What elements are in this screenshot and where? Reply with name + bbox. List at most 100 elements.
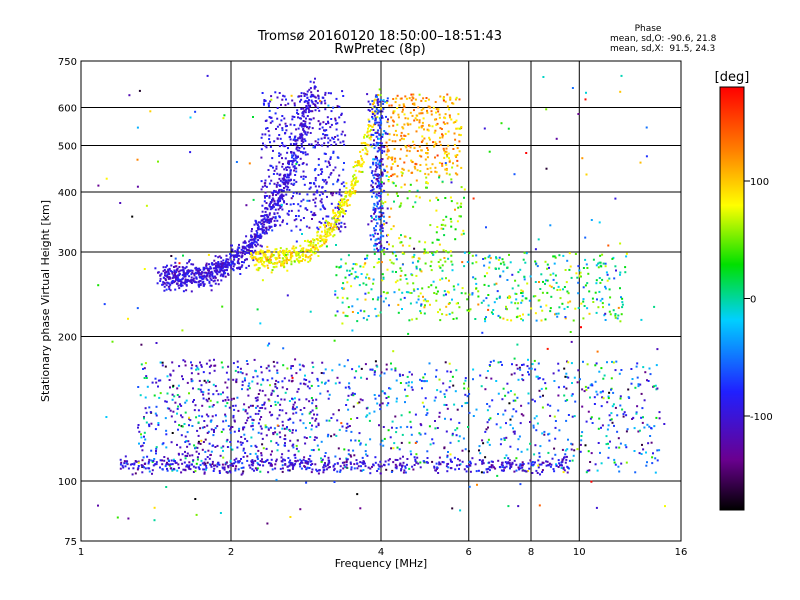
echo-point <box>488 261 491 264</box>
echo-point <box>260 260 263 263</box>
echo-point <box>305 437 308 439</box>
echo-point <box>376 95 378 98</box>
echo-point <box>584 258 587 261</box>
echo-point <box>358 439 361 442</box>
echo-point <box>261 210 264 213</box>
echo-point <box>370 184 373 187</box>
echo-point <box>210 262 213 265</box>
echo-point <box>377 142 380 145</box>
echo-point <box>501 464 504 467</box>
echo-point <box>370 133 373 136</box>
echo-point <box>576 381 579 384</box>
echo-point <box>385 165 388 168</box>
echo-point <box>163 269 166 271</box>
echo-point <box>319 200 322 203</box>
echo-point <box>191 425 194 427</box>
echo-point <box>303 436 306 439</box>
echo-point <box>511 273 514 276</box>
echo-point <box>445 163 448 166</box>
echo-point <box>390 104 393 107</box>
echo-point <box>352 175 354 178</box>
echo-point <box>355 275 358 278</box>
echo-point <box>566 465 569 468</box>
echo-point <box>626 428 629 431</box>
echo-point <box>400 269 403 272</box>
echo-point <box>284 122 287 125</box>
echo-point <box>448 386 451 389</box>
echo-point <box>223 466 226 469</box>
echo-point <box>288 464 291 467</box>
echo-point <box>351 186 354 189</box>
echo-point <box>317 120 320 123</box>
echo-point <box>371 106 374 109</box>
echo-point <box>538 463 541 466</box>
echo-point <box>486 272 489 275</box>
echo-point <box>376 203 379 206</box>
echo-point <box>123 462 126 465</box>
echo-point <box>400 134 403 137</box>
echo-point <box>143 463 146 465</box>
echo-point <box>366 93 369 96</box>
echo-point <box>537 459 540 462</box>
echo-point <box>255 241 258 244</box>
echo-point <box>275 184 278 186</box>
echo-point <box>227 398 230 401</box>
echo-point <box>226 438 229 441</box>
echo-point <box>265 195 268 197</box>
echo-point <box>609 440 611 443</box>
echo-point <box>309 243 312 246</box>
echo-point <box>207 388 210 391</box>
echo-point <box>317 472 320 475</box>
echo-point <box>643 399 646 402</box>
echo-point <box>384 297 387 300</box>
echo-point <box>197 280 200 283</box>
echo-point <box>400 186 403 189</box>
echo-point <box>561 448 564 451</box>
echo-point <box>253 469 255 472</box>
echo-point <box>145 421 148 424</box>
echo-point <box>376 222 379 225</box>
echo-point <box>268 213 271 216</box>
echo-point <box>314 96 317 99</box>
echo-point <box>654 457 657 460</box>
echo-point <box>546 279 549 282</box>
echo-point <box>269 258 272 261</box>
echo-point <box>364 298 367 301</box>
echo-point <box>338 191 341 194</box>
echo-point <box>295 128 298 131</box>
echo-point <box>325 468 328 471</box>
echo-point <box>324 93 327 96</box>
echo-point <box>150 449 153 452</box>
echo-point <box>230 262 233 265</box>
echo-point <box>386 120 389 123</box>
echo-point <box>462 232 465 235</box>
echo-point <box>145 375 148 378</box>
echo-point <box>379 374 382 377</box>
echo-point <box>132 467 135 470</box>
echo-point <box>281 257 284 260</box>
echo-point <box>432 280 435 283</box>
echo-point <box>394 463 397 466</box>
echo-point <box>380 98 382 101</box>
echo-point <box>259 418 261 421</box>
echo-point <box>485 316 487 319</box>
echo-point <box>497 459 500 462</box>
echo-point <box>421 135 424 138</box>
echo-point <box>227 378 230 381</box>
echo-point <box>299 419 302 422</box>
echo-point <box>277 208 280 211</box>
echo-point <box>581 388 584 391</box>
echo-point <box>400 234 402 237</box>
echo-point <box>537 377 540 380</box>
echo-point <box>376 402 379 405</box>
echo-point <box>536 265 539 268</box>
echo-point <box>378 121 381 124</box>
echo-point <box>359 442 362 445</box>
echo-point <box>354 192 356 195</box>
echo-point <box>388 304 390 307</box>
echo-point <box>282 458 285 461</box>
echo-point <box>214 282 217 285</box>
echo-point <box>390 166 393 169</box>
echo-point <box>291 156 293 159</box>
